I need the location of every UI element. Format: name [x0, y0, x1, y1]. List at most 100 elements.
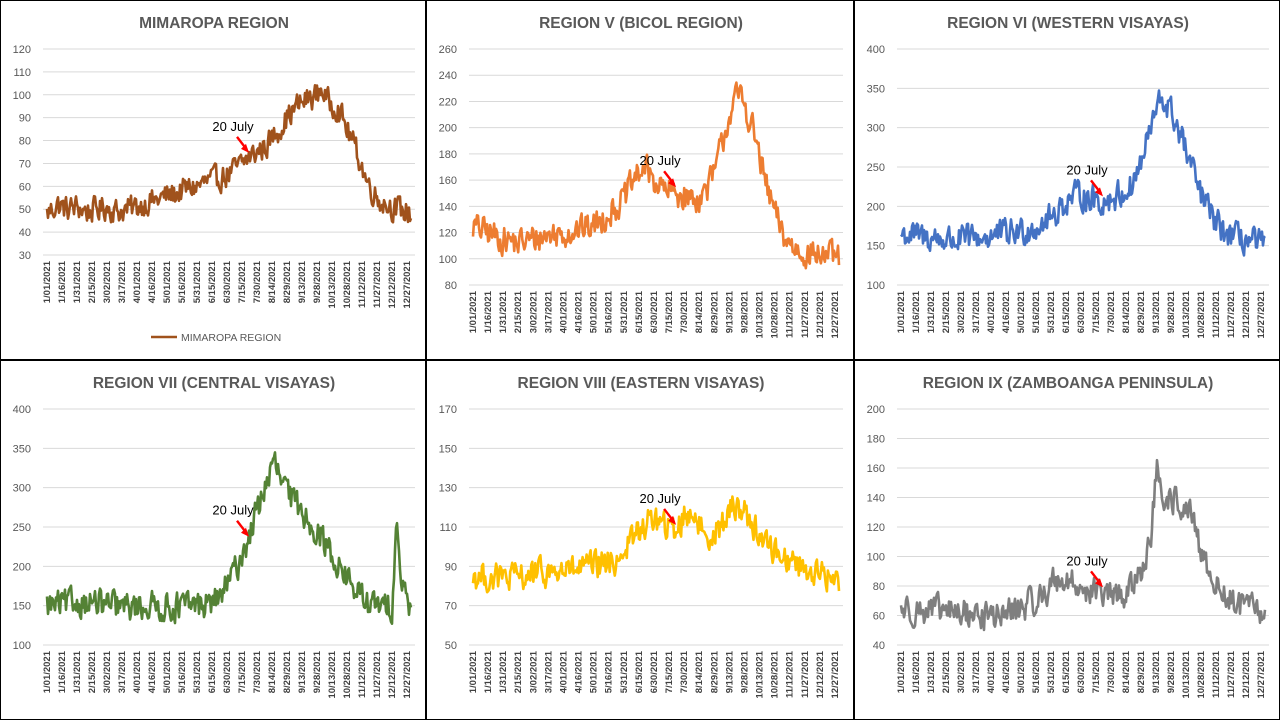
x-tick-label: 9/28/2021 — [312, 260, 323, 303]
x-tick-label: 4/01/2021 — [132, 650, 143, 693]
y-tick-label: 100 — [13, 90, 31, 102]
y-tick-label: 250 — [867, 162, 885, 174]
y-tick-label: 30 — [19, 250, 31, 262]
x-tick-label: 3/17/2021 — [971, 650, 982, 693]
y-tick-label: 400 — [867, 44, 885, 56]
y-tick-label: 80 — [873, 581, 885, 593]
x-tick-label: 9/13/2021 — [1151, 650, 1162, 693]
y-tick-label: 40 — [19, 227, 31, 239]
x-tick-label: 11/12/2021 — [357, 260, 368, 308]
x-tick-label: 10/13/2021 — [327, 260, 338, 308]
x-tick-label: 5/16/2021 — [604, 290, 615, 333]
x-tick-label: 7/30/2021 — [679, 650, 690, 693]
legend-label: MIMAROPA REGION — [181, 332, 281, 344]
x-tick-label: 6/30/2021 — [1076, 290, 1087, 333]
annotation-arrow-head — [668, 178, 677, 188]
y-tick-label: 90 — [19, 113, 31, 125]
y-tick-label: 160 — [439, 175, 457, 187]
x-tick-label: 6/30/2021 — [222, 260, 233, 303]
series-line — [471, 495, 841, 594]
x-tick-label: 8/29/2021 — [282, 260, 293, 303]
x-tick-label: 3/17/2021 — [117, 260, 128, 303]
x-tick-label: 10/13/2021 — [755, 290, 766, 338]
x-tick-label: 9/28/2021 — [1166, 290, 1177, 333]
x-tick-label: 3/02/2021 — [528, 290, 539, 333]
y-tick-label: 120 — [13, 44, 31, 56]
y-tick-label: 300 — [867, 123, 885, 135]
x-tick-label: 12/12/2021 — [815, 650, 826, 698]
x-tick-label: 2/15/2021 — [87, 650, 98, 693]
x-tick-label: 4/16/2021 — [574, 650, 585, 693]
x-tick-label: 4/16/2021 — [1001, 290, 1012, 333]
x-tick-label: 3/02/2021 — [102, 260, 113, 303]
x-tick-label: 5/31/2021 — [1046, 290, 1057, 333]
x-tick-label: 8/29/2021 — [709, 650, 720, 693]
x-tick-label: 12/12/2021 — [815, 290, 826, 338]
x-tick-label: 12/12/2021 — [387, 650, 398, 698]
chart-panel-6: REGION IX (ZAMBOANGA PENINSULA) 40 60 80 100… — [854, 360, 1280, 720]
x-tick-label: 11/12/2021 — [1211, 290, 1222, 338]
series-line — [471, 81, 841, 270]
x-tick-label: 5/01/2021 — [589, 290, 600, 333]
x-tick-label: 4/16/2021 — [147, 650, 158, 693]
y-tick-label: 110 — [13, 67, 31, 79]
x-tick-label: 6/15/2021 — [1061, 650, 1072, 693]
x-tick-label: 6/15/2021 — [207, 650, 218, 693]
x-tick-label: 5/31/2021 — [192, 260, 203, 303]
x-tick-label: 10/28/2021 — [342, 260, 353, 308]
x-tick-label: 1/16/2021 — [911, 650, 922, 693]
annotation-label: 20 July — [212, 503, 254, 518]
series-line — [900, 89, 1266, 257]
x-tick-label: 1/31/2021 — [926, 650, 937, 693]
y-tick-label: 50 — [445, 640, 457, 652]
y-tick-label: 110 — [439, 522, 457, 534]
x-tick-label: 10/28/2021 — [770, 650, 781, 698]
chart-svg: REGION V (BICOL REGION) 80 100 120 140 160 180… — [439, 15, 843, 339]
x-tick-label: 5/31/2021 — [192, 650, 203, 693]
y-tick-label: 150 — [867, 241, 885, 253]
y-tick-label: 80 — [445, 280, 457, 292]
chart-svg: REGION VII (CENTRAL VISAYAS) 100 150 200 250… — [13, 375, 415, 699]
x-tick-label: 9/28/2021 — [739, 650, 750, 693]
x-tick-label: 1/31/2021 — [498, 650, 509, 693]
chart-title: REGION VII (CENTRAL VISAYAS) — [93, 375, 335, 392]
y-tick-label: 350 — [13, 443, 31, 455]
y-tick-label: 70 — [445, 601, 457, 613]
x-tick-label: 11/27/2021 — [800, 650, 811, 698]
x-tick-label: 5/16/2021 — [1031, 290, 1042, 333]
x-tick-label: 1/01/2021 — [896, 290, 907, 333]
x-tick-label: 5/01/2021 — [1016, 290, 1027, 333]
x-tick-label: 1/01/2021 — [42, 260, 53, 303]
x-tick-label: 3/17/2021 — [117, 650, 128, 693]
chart-title: MIMAROPA REGION — [139, 15, 289, 32]
y-tick-label: 180 — [867, 434, 885, 446]
series-line — [45, 451, 413, 625]
x-tick-label: 5/31/2021 — [619, 290, 630, 333]
x-tick-label: 11/27/2021 — [372, 650, 383, 698]
x-tick-label: 7/30/2021 — [1106, 650, 1117, 693]
x-tick-label: 10/13/2021 — [327, 650, 338, 698]
x-tick-label: 5/31/2021 — [619, 650, 630, 693]
annotation-label: 20 July — [639, 153, 681, 168]
x-tick-label: 4/16/2021 — [574, 290, 585, 333]
chart-title: REGION V (BICOL REGION) — [539, 15, 743, 32]
x-tick-label: 6/15/2021 — [634, 650, 645, 693]
annotation-label: 20 July — [212, 119, 254, 134]
x-tick-label: 12/12/2021 — [387, 260, 398, 308]
x-tick-label: 4/16/2021 — [147, 260, 158, 303]
x-tick-label: 8/29/2021 — [709, 290, 720, 333]
x-tick-label: 11/27/2021 — [1226, 650, 1237, 698]
y-tick-label: 180 — [439, 149, 457, 161]
x-tick-label: 1/31/2021 — [72, 650, 83, 693]
chart-panel-2: REGION V (BICOL REGION) 80 100 120 140 160 180… — [426, 0, 854, 360]
x-tick-label: 9/28/2021 — [739, 290, 750, 333]
series-line — [899, 458, 1267, 632]
x-tick-label: 10/28/2021 — [1196, 290, 1207, 338]
x-tick-label: 1/31/2021 — [926, 290, 937, 333]
x-tick-label: 8/14/2021 — [267, 260, 278, 303]
x-tick-label: 8/29/2021 — [282, 650, 293, 693]
x-tick-label: 9/13/2021 — [297, 650, 308, 693]
x-tick-label: 3/17/2021 — [543, 650, 554, 693]
y-tick-label: 140 — [439, 201, 457, 213]
x-tick-label: 12/27/2021 — [1256, 290, 1267, 338]
